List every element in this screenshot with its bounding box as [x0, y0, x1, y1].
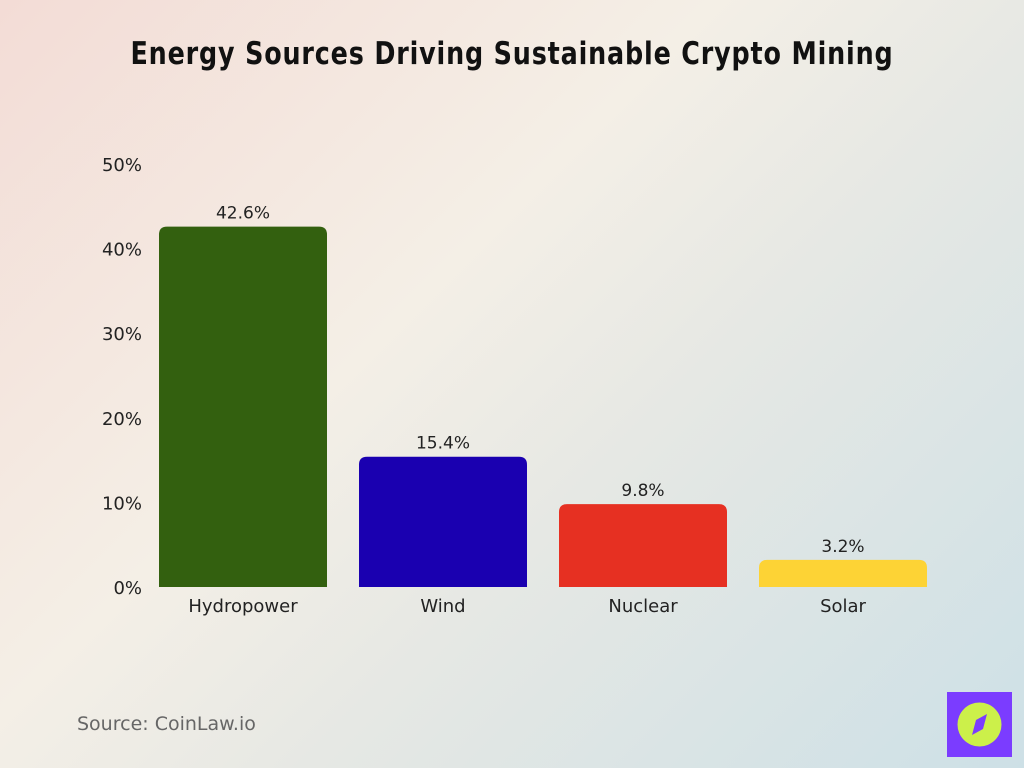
- x-tick-label: Wind: [420, 596, 465, 617]
- data-label: 3.2%: [821, 537, 864, 557]
- data-label: 9.8%: [621, 481, 664, 501]
- bar: [559, 504, 727, 587]
- y-tick-label: 0%: [113, 578, 142, 599]
- chart-title: Energy Sources Driving Sustainable Crypt…: [130, 36, 894, 72]
- x-tick-label: Solar: [820, 596, 866, 617]
- bar: [359, 456, 527, 587]
- y-tick-label: 10%: [102, 493, 142, 514]
- bar: [159, 226, 327, 587]
- x-tick-label: Hydropower: [188, 596, 298, 617]
- data-label: 15.4%: [416, 434, 470, 454]
- y-tick-label: 50%: [102, 155, 142, 176]
- bar: [759, 559, 927, 587]
- y-tick-label: 20%: [102, 409, 142, 430]
- compass-icon: [947, 692, 1012, 757]
- brand-logo: [947, 692, 1012, 757]
- y-tick-label: 30%: [102, 324, 142, 345]
- data-label: 42.6%: [216, 204, 270, 224]
- source-note: Source: CoinLaw.io: [77, 713, 256, 735]
- y-tick-label: 40%: [102, 240, 142, 261]
- x-tick-label: Nuclear: [608, 596, 678, 617]
